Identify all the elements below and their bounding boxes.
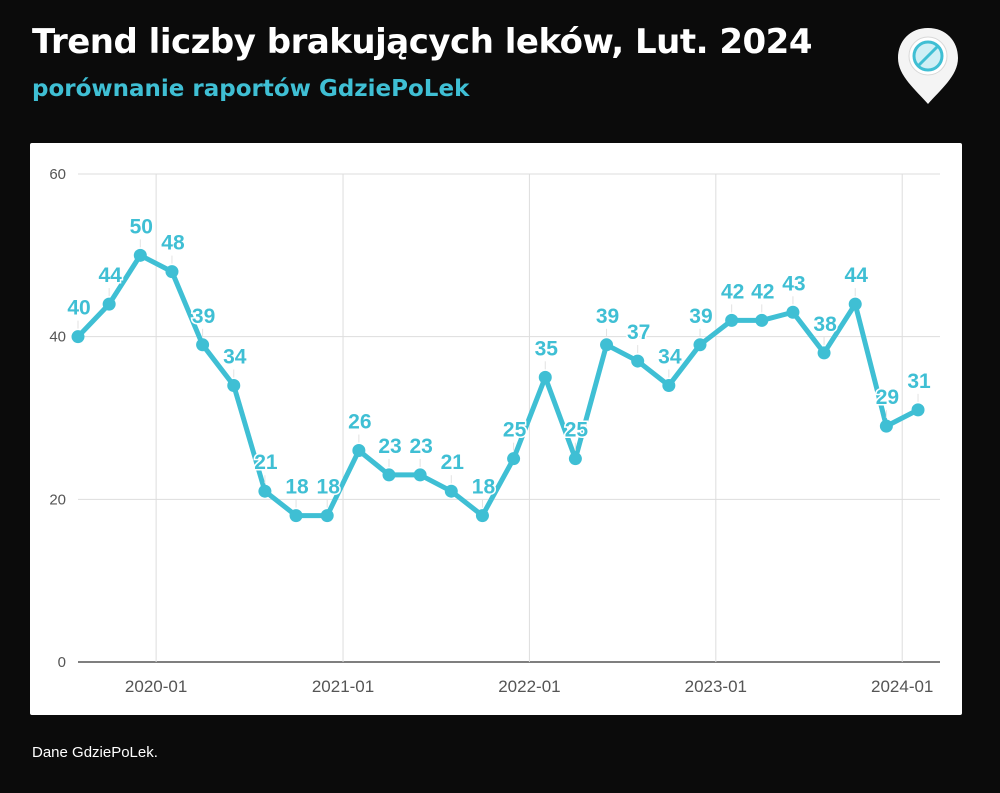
x-tick-label: 2024-01 <box>871 677 933 696</box>
data-label: 48 <box>161 232 185 255</box>
data-label: 37 <box>627 321 650 344</box>
data-label: 23 <box>409 435 432 458</box>
data-point <box>755 313 769 327</box>
data-point <box>320 509 334 523</box>
data-label: 44 <box>845 264 869 287</box>
data-label: 21 <box>441 451 465 474</box>
data-point <box>911 403 925 417</box>
data-point <box>848 297 862 311</box>
data-point <box>879 419 893 433</box>
data-label: 44 <box>98 264 122 287</box>
data-label: 18 <box>317 476 341 499</box>
data-label: 42 <box>721 280 744 303</box>
data-point <box>227 378 241 392</box>
data-label: 42 <box>751 280 774 303</box>
data-label: 29 <box>876 386 899 409</box>
data-label: 40 <box>67 297 90 320</box>
data-label: 39 <box>596 305 619 328</box>
x-tick-label: 2021-01 <box>312 677 374 696</box>
chart-panel: 0 20 40 60 2020-01 2021-01 2022-01 2023-01 2024-… <box>30 143 962 715</box>
data-point <box>71 330 85 344</box>
data-point <box>258 484 272 498</box>
data-point <box>817 346 831 360</box>
data-point <box>196 338 210 352</box>
data-point <box>725 313 739 327</box>
data-label: 39 <box>689 305 712 328</box>
data-label: 31 <box>907 370 931 393</box>
y-tick-label: 60 <box>49 166 66 183</box>
data-label: 38 <box>813 313 837 336</box>
data-point <box>631 354 645 368</box>
data-point <box>413 468 427 482</box>
data-label: 50 <box>130 215 153 238</box>
data-label: 18 <box>285 476 309 499</box>
data-point <box>444 484 458 498</box>
data-label: 34 <box>223 345 247 368</box>
page-subtitle: porównanie raportów GdziePoLek <box>32 76 470 102</box>
data-point <box>507 452 521 466</box>
x-tick-label: 2022-01 <box>498 677 560 696</box>
data-label: 25 <box>503 419 527 442</box>
data-point <box>600 338 614 352</box>
source-note: Dane GdziePoLek. <box>32 744 158 761</box>
data-label: 39 <box>192 305 215 328</box>
line-chart: 0 20 40 60 2020-01 2021-01 2022-01 2023-01 2024-… <box>49 166 940 696</box>
data-point <box>786 305 800 319</box>
data-point <box>289 509 303 523</box>
data-point <box>133 248 147 262</box>
data-point <box>568 452 582 466</box>
data-point <box>538 370 552 384</box>
data-point <box>382 468 396 482</box>
pill-map-pin-icon <box>896 26 960 106</box>
data-label: 25 <box>565 419 589 442</box>
data-point <box>102 297 116 311</box>
data-point <box>475 509 489 523</box>
data-point <box>352 444 366 458</box>
data-point <box>165 265 179 279</box>
data-label: 35 <box>535 337 559 360</box>
data-label: 18 <box>472 476 496 499</box>
x-tick-label: 2023-01 <box>685 677 747 696</box>
data-label: 23 <box>378 435 401 458</box>
data-label: 21 <box>254 451 278 474</box>
data-label: 43 <box>782 272 805 295</box>
series-line <box>75 252 921 519</box>
data-point <box>693 338 707 352</box>
data-point <box>662 378 676 392</box>
y-tick-label: 40 <box>49 329 66 346</box>
y-tick-label: 20 <box>49 491 66 508</box>
x-tick-label: 2020-01 <box>125 677 187 696</box>
page-title: Trend liczby brakujących leków, Lut. 202… <box>32 22 813 62</box>
y-tick-label: 0 <box>58 654 66 671</box>
data-label: 34 <box>658 345 682 368</box>
data-label: 26 <box>348 411 371 434</box>
